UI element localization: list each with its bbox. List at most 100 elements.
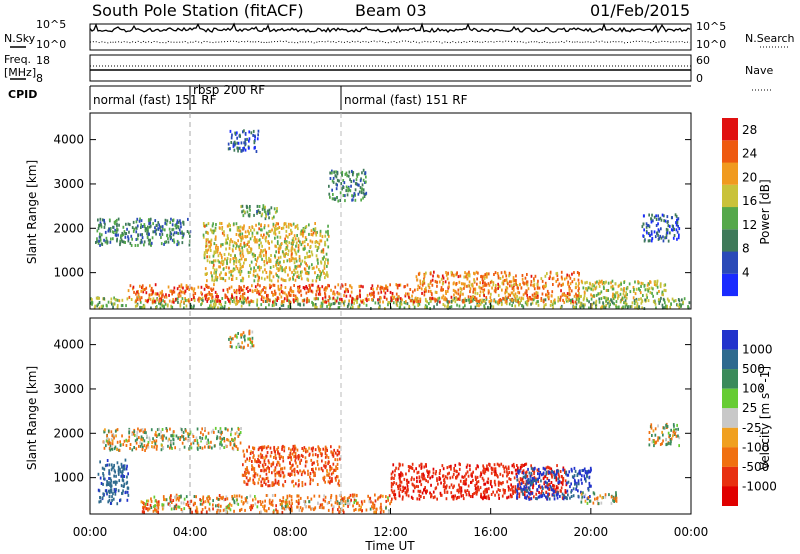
power-cell-2269 [235,259,237,263]
velocity-cell-116 [361,502,364,506]
power-cell-1342 [565,294,567,298]
power-cell-2633 [103,225,106,229]
power-cell-1807 [217,246,219,249]
power-cell-1498 [577,294,580,298]
power-cell-336 [220,303,222,307]
power-cell-1059 [237,300,239,304]
power-cell-477 [159,306,162,310]
velocity-cell-385 [375,507,378,511]
power-cell-3068 [666,220,669,224]
power-cell-2550 [179,219,181,223]
velocity-cell-519 [397,487,400,491]
velocity-cell-22 [379,510,382,514]
velocity-cell-1087 [290,473,293,476]
power-cell-2480 [222,261,225,265]
power-cell-2941 [236,136,238,140]
power-cell-929 [251,289,254,293]
power-cell-927 [142,288,145,292]
velocity-cell-319 [223,498,225,502]
power-cell-1153 [419,279,422,283]
power-cell-684 [345,289,347,293]
velocity-cell-528 [546,477,549,480]
velocity-cell-728 [483,482,485,486]
velocity-cell-1449 [309,472,312,475]
velocity-cell-412 [176,496,179,500]
power-cell-2204 [226,261,228,265]
power-cell-2267 [327,258,329,262]
velocity-cell-977 [511,471,514,475]
velocity-cell-1460 [260,446,263,450]
velocity-cell-1509 [182,430,185,434]
velocity-cell-983 [521,477,524,481]
power-cell-1253 [434,279,437,283]
power-cell-1624 [454,289,456,293]
power-cell-1521 [516,294,518,298]
power-cell-2918 [331,179,334,183]
velocity-cell-1361 [327,480,330,484]
velocity-cell-1059 [457,490,460,494]
power-cell-3031 [675,228,678,232]
power-cell-238 [520,299,522,302]
velocity-cell-886 [398,491,401,495]
power-cell-434 [567,299,569,303]
velocity-cell-310 [271,503,274,507]
velocity-cell-118 [220,504,222,508]
power-cell-2235 [256,240,258,244]
velocity-cell-292 [380,508,383,512]
power-cell-1584 [569,276,572,280]
power-cell-628 [179,304,182,308]
power-cell-2181 [248,251,251,254]
power-cell-1609 [467,284,470,288]
power-cell-344 [476,304,478,307]
velocity-cell-1319 [334,468,337,472]
power-cell-510 [388,301,391,305]
velocity-cell-628 [454,463,457,467]
power-cell-1961 [229,258,232,262]
power-cell-2742 [98,239,100,243]
velocity-cell-194 [196,507,199,511]
power-cell-782 [283,297,286,301]
velocity-cell-501 [393,473,396,477]
power-cell-1832 [286,244,289,248]
velocity-cell-250 [246,496,248,500]
velocity-cell-187 [153,505,155,509]
velocity-cell-351 [226,505,229,509]
power-cell-2996 [229,147,231,151]
velocity-cell-191 [318,494,321,498]
power-cell-541 [224,301,227,305]
power-cell-1215 [566,273,569,277]
power-cell-192 [468,301,471,304]
power-cell-2546 [130,234,133,238]
velocity-cell-1767 [162,446,165,450]
power-cell-2102 [279,266,282,270]
power-cell-2367 [213,250,216,254]
power-cell-1969 [319,231,322,235]
power-cell-1928 [326,238,329,242]
power-cell-2290 [225,238,227,242]
power-cell-3078 [678,227,681,231]
power-cell-26 [288,302,291,306]
power-cell-236 [161,304,164,308]
power-cell-2373 [304,256,307,259]
power-cell-2760 [101,243,104,246]
power-cell-1013 [277,287,280,291]
power-cell-78 [181,297,184,301]
power-cell-350 [624,299,627,303]
power-cell-2419 [298,255,301,259]
velocity-cell-1128 [305,460,307,464]
velocity-cell-1134 [282,459,285,463]
power-cell-2737 [114,222,116,226]
power-cell-1141 [254,285,257,289]
velocity-cell-1112 [263,481,266,484]
power-cell-1526 [557,296,560,300]
velocity-cell-740 [445,484,448,488]
power-cell-877 [298,286,301,290]
power-cell-955 [406,283,409,287]
power-cell-988 [327,299,330,303]
power-cell-2379 [255,238,258,242]
velocity-cell-1116 [281,447,283,451]
velocity-cell-537 [521,479,523,483]
power-cell-380 [249,300,251,304]
velocity-cell-1832 [546,495,549,499]
power-cell-2435 [240,265,243,269]
